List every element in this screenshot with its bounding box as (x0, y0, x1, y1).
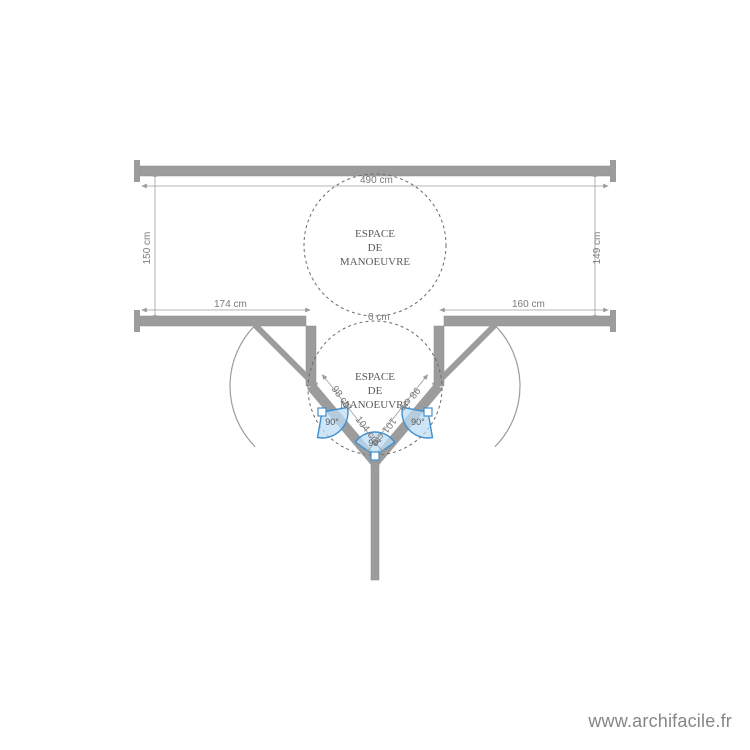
dimension-label: 0 cm (368, 312, 390, 323)
dimension-label: 149 cm (592, 232, 603, 265)
watermark-text: www.archifacile.fr (588, 711, 732, 732)
walls (134, 160, 616, 580)
angle-label: 90° (325, 417, 339, 427)
dimension-label: 174 cm (214, 299, 247, 310)
dimension-label: 160 cm (512, 299, 545, 310)
circle-label: ESPACE (355, 228, 395, 240)
circle-label: MANOEUVRE (340, 256, 411, 268)
circle-label: ESPACE (355, 371, 395, 383)
dimension-label: 490 cm (360, 175, 393, 186)
circle-label: DE (368, 385, 383, 397)
circle-label: DE (368, 242, 383, 254)
floorplan-canvas: ESPACEDEMANOEUVREESPACEDEMANOEUVRE90°90°… (0, 0, 750, 750)
dimension-label: 150 cm (142, 232, 153, 265)
angle-label: 90° (411, 417, 425, 427)
